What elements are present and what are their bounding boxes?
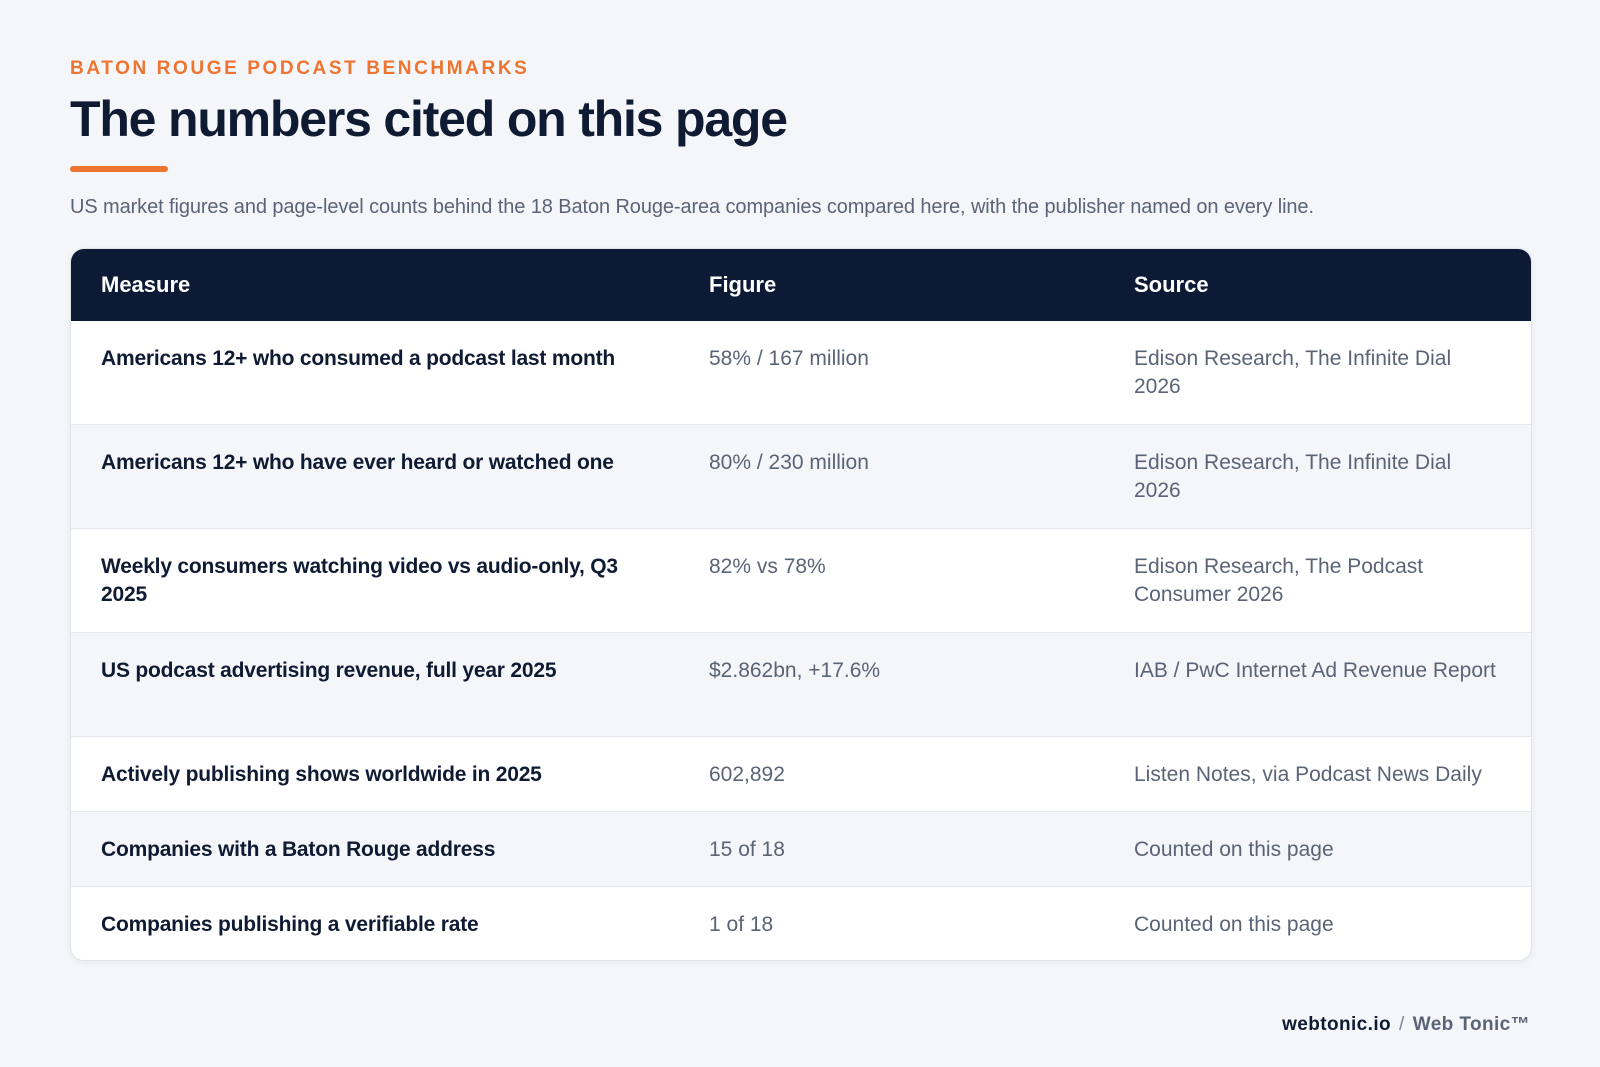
- benchmarks-table-card: Measure Figure Source Americans 12+ who …: [70, 248, 1532, 961]
- figure-cell: 1 of 18: [679, 886, 1104, 960]
- table-row: Companies publishing a verifiable rate 1…: [71, 886, 1531, 960]
- measure-cell: Americans 12+ who have ever heard or wat…: [71, 424, 679, 529]
- figure-cell: $2.862bn, +17.6%: [679, 632, 1104, 737]
- page-subtitle: US market figures and page-level counts …: [70, 196, 1314, 218]
- footer-brand: Web Tonic™: [1412, 1014, 1530, 1035]
- source-cell: Edison Research, The Infinite Dial 2026: [1134, 347, 1452, 398]
- column-header-measure: Measure: [101, 272, 191, 297]
- source-cell: Listen Notes, via Podcast News Daily: [1104, 736, 1531, 812]
- measure-cell: US podcast advertising revenue, full yea…: [71, 632, 679, 737]
- figure-cell: 58% / 167 million: [709, 347, 869, 370]
- figure-cell: 82% vs 78%: [679, 528, 1104, 633]
- measure-cell: Actively publishing shows worldwide in 2…: [71, 736, 679, 812]
- source-cell: Edison Research, The Infinite Dial 2026: [1104, 424, 1531, 529]
- measure-cell: Companies publishing a verifiable rate: [71, 886, 679, 960]
- table-row: Companies with a Baton Rouge address 15 …: [71, 811, 1531, 887]
- source-cell: IAB / PwC Internet Ad Revenue Report: [1104, 632, 1531, 737]
- figure-cell: 80% / 230 million: [679, 424, 1104, 529]
- page-title: The numbers cited on this page: [70, 91, 788, 147]
- table-row: Americans 12+ who consumed a podcast las…: [71, 321, 1531, 425]
- table-row: Actively publishing shows worldwide in 2…: [71, 736, 1531, 812]
- measure-cell: Weekly consumers watching video vs audio…: [71, 528, 679, 633]
- table-row: US podcast advertising revenue, full yea…: [71, 632, 1531, 737]
- benchmarks-table: Measure Figure Source Americans 12+ who …: [71, 249, 1531, 960]
- table-row: Americans 12+ who have ever heard or wat…: [71, 424, 1531, 529]
- table-header-row: Measure Figure Source: [71, 249, 1531, 321]
- title-accent-rule: [70, 166, 168, 172]
- eyebrow-label: BATON ROUGE PODCAST BENCHMARKS: [70, 58, 530, 79]
- footer-attribution: webtonic.io / Web Tonic™: [1282, 1014, 1530, 1036]
- source-cell: Counted on this page: [1104, 811, 1531, 887]
- source-cell: Counted on this page: [1104, 886, 1531, 960]
- column-header-source: Source: [1134, 272, 1209, 297]
- footer-separator: /: [1399, 1014, 1405, 1035]
- figure-cell: 15 of 18: [679, 811, 1104, 887]
- footer-domain: webtonic.io: [1282, 1014, 1392, 1035]
- figure-cell: 602,892: [679, 736, 1104, 812]
- measure-cell: Americans 12+ who consumed a podcast las…: [101, 347, 615, 370]
- table-row: Weekly consumers watching video vs audio…: [71, 528, 1531, 633]
- source-cell: Edison Research, The Podcast Consumer 20…: [1104, 528, 1531, 633]
- column-header-figure: Figure: [709, 272, 777, 297]
- measure-cell: Companies with a Baton Rouge address: [71, 811, 679, 887]
